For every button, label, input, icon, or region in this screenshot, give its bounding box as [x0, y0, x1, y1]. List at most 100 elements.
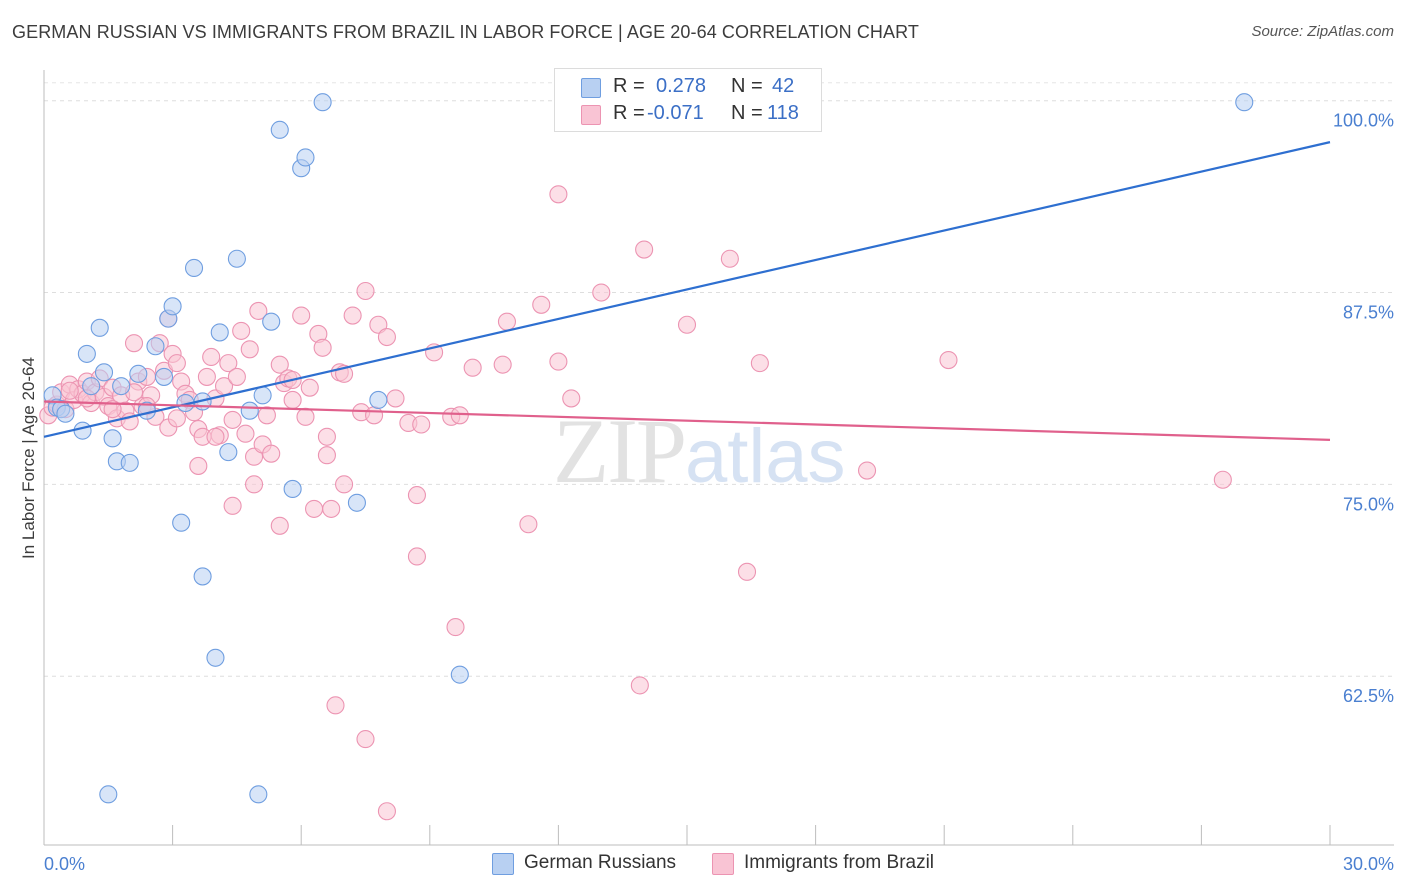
y-tick-label: 87.5%	[1343, 303, 1394, 323]
point-german-russians	[210, 323, 229, 342]
point-immigrants-brazil	[232, 321, 251, 340]
point-immigrants-brazil	[386, 389, 405, 408]
point-german-russians	[1235, 93, 1254, 112]
point-german-russians	[77, 344, 96, 363]
legend-n-label: N =	[731, 75, 763, 97]
point-german-russians	[296, 148, 315, 167]
point-german-russians	[369, 390, 388, 410]
point-immigrants-brazil	[236, 424, 255, 443]
legend-r-label: R =	[613, 75, 645, 97]
legend-r-label: R =	[613, 102, 645, 124]
point-german-russians	[112, 377, 131, 396]
legend-n-label: N =	[731, 102, 763, 124]
point-immigrants-brazil	[407, 486, 426, 505]
y-tick-label: 75.0%	[1343, 494, 1394, 514]
point-immigrants-brazil	[202, 347, 221, 367]
point-immigrants-brazil	[189, 456, 208, 475]
point-immigrants-brazil	[497, 312, 517, 331]
point-immigrants-brazil	[292, 306, 311, 325]
point-immigrants-brazil	[377, 327, 396, 347]
point-immigrants-brazil	[365, 406, 384, 425]
point-immigrants-brazil	[369, 315, 388, 334]
point-german-russians	[193, 567, 212, 586]
point-german-russians	[120, 453, 139, 472]
y-axis-title: In Labor Force | Age 20-64	[19, 357, 38, 559]
point-german-russians	[283, 479, 302, 499]
legend-n-value: 118	[767, 102, 799, 124]
point-immigrants-brazil	[60, 381, 79, 400]
point-immigrants-brazil	[244, 447, 264, 466]
legend-r-value: 0.278	[656, 75, 707, 97]
point-german-russians	[253, 386, 272, 405]
point-immigrants-brazil	[335, 475, 354, 494]
point-immigrants-brazil	[532, 295, 551, 314]
point-immigrants-brazil	[197, 367, 216, 386]
point-immigrants-brazil	[167, 354, 186, 373]
point-immigrants-brazil	[167, 409, 186, 428]
point-german-russians	[73, 421, 92, 440]
point-immigrants-brazil	[223, 496, 242, 515]
point-immigrants-brazil	[635, 240, 654, 259]
point-immigrants-brazil	[103, 400, 122, 419]
point-german-russians	[347, 493, 366, 512]
point-immigrants-brazil	[326, 696, 345, 715]
y-tick-label: 100.0%	[1333, 111, 1394, 131]
point-immigrants-brazil	[737, 562, 757, 581]
point-immigrants-brazil	[305, 499, 324, 518]
point-german-russians	[146, 337, 165, 356]
legend-n-value: 42	[772, 75, 795, 97]
correlation-legend: R = 0.278 N = 42 R = -0.071 N = 118	[554, 68, 822, 132]
point-german-russians	[103, 429, 122, 448]
point-german-russians	[90, 318, 109, 337]
point-immigrants-brazil	[377, 802, 396, 821]
point-immigrants-brazil	[343, 306, 362, 325]
point-german-russians	[99, 785, 118, 804]
point-german-russians	[450, 665, 469, 684]
point-immigrants-brazil	[124, 334, 144, 353]
point-immigrants-brazil	[720, 249, 739, 268]
point-immigrants-brazil	[549, 352, 568, 371]
point-immigrants-brazil	[857, 461, 877, 480]
point-immigrants-brazil	[939, 350, 958, 370]
point-immigrants-brazil	[446, 618, 465, 637]
point-immigrants-brazil	[562, 389, 581, 408]
point-immigrants-brazil	[317, 446, 336, 465]
source-credit: Source: ZipAtlas.com	[1251, 23, 1394, 40]
point-immigrants-brazil	[240, 340, 259, 359]
legend-swatch-german-russians	[581, 78, 601, 98]
point-immigrants-brazil	[592, 283, 611, 302]
point-immigrants-brazil	[412, 415, 431, 434]
point-immigrants-brazil	[227, 367, 246, 386]
point-german-russians	[172, 513, 191, 532]
point-immigrants-brazil	[270, 516, 289, 535]
point-immigrants-brazil	[313, 338, 332, 357]
point-german-russians	[154, 367, 174, 386]
point-german-russians	[262, 312, 281, 331]
point-immigrants-brazil	[317, 427, 336, 446]
point-immigrants-brazil	[270, 355, 289, 374]
point-immigrants-brazil	[300, 378, 319, 397]
point-immigrants-brazil	[283, 390, 302, 410]
y-tick-label: 62.5%	[1343, 686, 1394, 706]
point-immigrants-brazil	[630, 676, 649, 695]
x-tick-label: 0.0%	[44, 854, 85, 874]
point-immigrants-brazil	[356, 730, 375, 749]
point-german-russians	[227, 249, 246, 268]
point-immigrants-brazil	[206, 427, 225, 446]
point-german-russians	[56, 404, 75, 423]
point-immigrants-brazil	[450, 406, 469, 425]
point-german-russians	[313, 93, 332, 112]
point-german-russians	[249, 785, 268, 804]
point-german-russians	[270, 120, 289, 139]
point-immigrants-brazil	[249, 301, 268, 320]
point-immigrants-brazil	[223, 410, 242, 429]
point-german-russians	[219, 443, 238, 462]
point-immigrants-brazil	[750, 354, 769, 373]
point-immigrants-brazil	[493, 355, 512, 374]
point-german-russians	[163, 297, 182, 316]
point-immigrants-brazil	[1213, 470, 1232, 489]
point-immigrants-brazil	[463, 358, 482, 377]
trendline-german-russians	[43, 141, 1331, 438]
point-german-russians	[94, 363, 114, 382]
